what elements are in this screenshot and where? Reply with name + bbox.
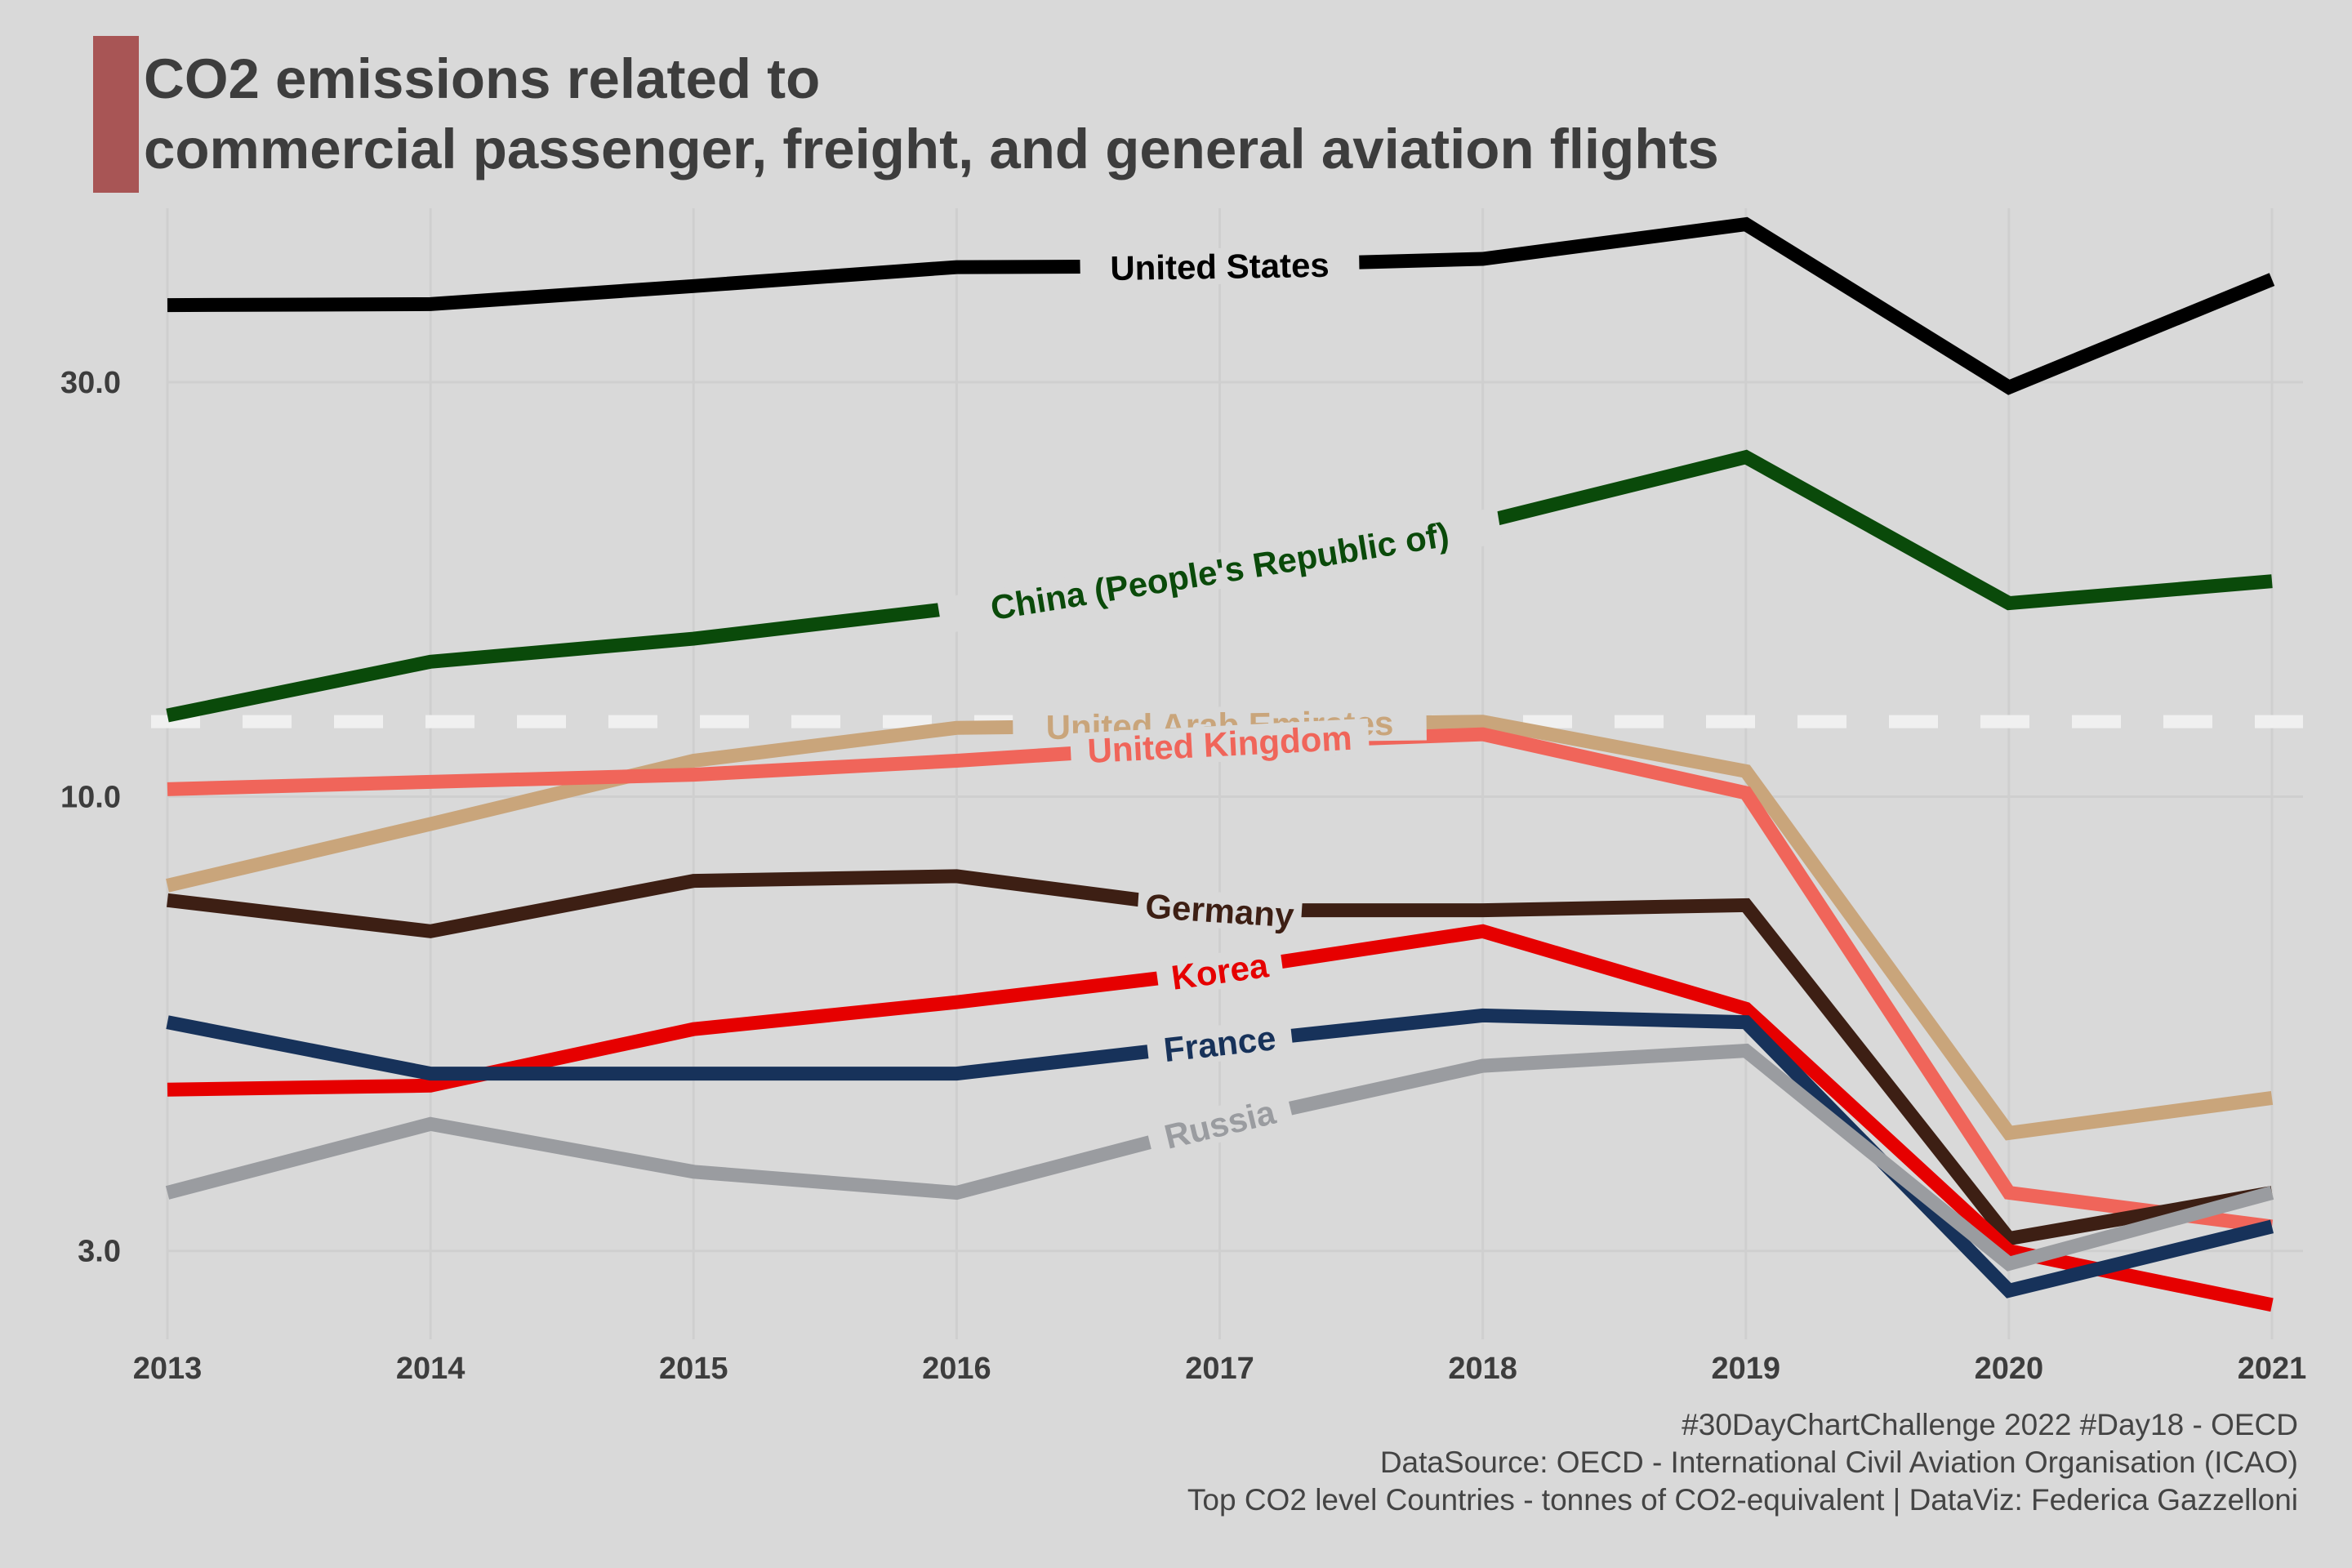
series-label-bg-china-people-s-republic-of xyxy=(937,507,1503,635)
x-tick-label-2016: 2016 xyxy=(922,1352,991,1386)
series-label-france: France xyxy=(1162,1018,1278,1069)
series-label-bg-germany xyxy=(1136,887,1303,934)
series-label-group-korea: Korea xyxy=(1155,944,1285,998)
series-label-bg-korea xyxy=(1155,944,1285,998)
x-axis-ticks: 2013 2014 2015 2016 2017 2018 2019 2020 2021 xyxy=(133,1352,2307,1386)
x-tick-label-2015: 2015 xyxy=(659,1352,728,1386)
y-axis-ticks: 3.0 10.0 30.0 xyxy=(60,366,121,1269)
x-tick-label-2017: 2017 xyxy=(1185,1352,1254,1386)
x-tick-label-2018: 2018 xyxy=(1448,1352,1517,1386)
series-label-bg-france xyxy=(1146,1017,1294,1070)
grid xyxy=(166,208,2303,1339)
y-tick-label-3.0: 3.0 xyxy=(78,1235,121,1269)
series-label-united-states: United States xyxy=(1110,246,1330,287)
chart-title-line-1: CO2 emissions related to xyxy=(144,47,821,110)
y-tick-label-10.0: 10.0 xyxy=(60,781,121,815)
series-label-bg-russia xyxy=(1145,1089,1294,1159)
series-label-germany: Germany xyxy=(1144,887,1295,935)
series-label-group-france: France xyxy=(1146,1017,1294,1070)
series-label-bg-united-states xyxy=(1080,246,1360,287)
x-tick-label-2013: 2013 xyxy=(133,1352,203,1386)
series-label-bg-united-kingdom xyxy=(1069,718,1370,770)
series-label-korea: Korea xyxy=(1169,946,1271,997)
y-tick-label-30.0: 30.0 xyxy=(60,366,121,400)
x-tick-label-2014: 2014 xyxy=(396,1352,466,1386)
caption-line-2: DataSource: OECD - International Civil A… xyxy=(1379,1446,2298,1479)
caption-line-3: Top CO2 level Countries - tonnes of CO2-… xyxy=(1187,1483,2298,1517)
caption-line-1: #30DayChartChallenge 2022 #Day18 - OECD xyxy=(1682,1408,2298,1441)
title-accent-bar xyxy=(93,36,139,193)
x-tick-label-2021: 2021 xyxy=(2238,1352,2307,1386)
series-label-group-united-states: United States xyxy=(1080,246,1360,287)
x-tick-label-2019: 2019 xyxy=(1711,1352,1780,1386)
chart-title-line-2: commercial passenger, freight, and gener… xyxy=(144,118,1719,180)
series-label-group-germany: Germany xyxy=(1136,887,1303,935)
x-tick-label-2020: 2020 xyxy=(1975,1352,2044,1386)
